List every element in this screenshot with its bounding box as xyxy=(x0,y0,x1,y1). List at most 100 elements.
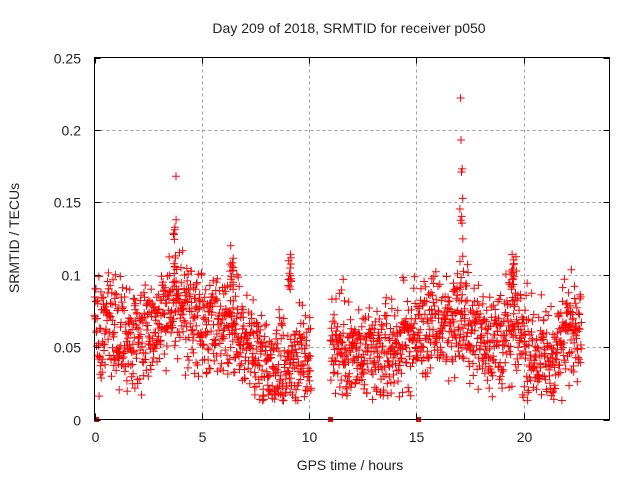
data-point xyxy=(118,283,127,292)
data-point xyxy=(405,347,414,356)
x-tick-label: 0 xyxy=(92,429,100,445)
data-point xyxy=(500,341,509,350)
data-point xyxy=(193,311,202,320)
data-point xyxy=(511,331,520,340)
data-point xyxy=(360,380,369,389)
data-point xyxy=(553,348,562,357)
data-point xyxy=(250,390,259,399)
data-point xyxy=(332,327,341,335)
data-point xyxy=(551,354,560,363)
data-point xyxy=(183,297,192,306)
data-point xyxy=(239,322,248,330)
data-point xyxy=(521,306,529,315)
data-point xyxy=(379,386,388,395)
data-point xyxy=(365,304,374,312)
data-point xyxy=(108,300,116,309)
data-point xyxy=(444,336,453,345)
x-axis-label: GPS time / hours xyxy=(297,457,404,473)
data-point xyxy=(410,272,419,281)
data-point xyxy=(206,364,215,373)
data-point xyxy=(327,324,336,333)
data-point xyxy=(345,369,354,378)
data-point xyxy=(551,384,560,393)
data-point xyxy=(389,370,398,379)
y-tick-labels: 0 0.05 0.1 0.15 0.2 0.25 xyxy=(54,51,81,429)
data-point xyxy=(346,348,355,357)
data-point xyxy=(227,311,236,320)
data-point xyxy=(524,386,533,395)
data-point xyxy=(490,342,499,351)
data-point xyxy=(532,353,541,361)
data-point xyxy=(537,290,546,299)
data-point xyxy=(186,319,195,328)
data-point xyxy=(186,290,194,299)
data-point xyxy=(481,342,490,351)
data-point xyxy=(471,350,480,359)
data-point xyxy=(215,339,224,348)
data-point xyxy=(306,352,315,361)
data-point xyxy=(178,246,187,255)
data-point xyxy=(576,358,585,367)
data-point xyxy=(285,282,294,291)
data-point xyxy=(129,294,138,303)
x-tick-labels: 0 5 10 15 20 xyxy=(92,429,533,445)
data-point xyxy=(370,325,379,334)
data-point xyxy=(105,309,114,318)
data-point xyxy=(358,375,366,384)
data-point xyxy=(213,296,222,305)
data-point xyxy=(120,367,129,376)
data-point xyxy=(503,311,512,320)
data-point xyxy=(189,348,198,357)
data-point xyxy=(301,311,310,320)
data-point xyxy=(106,281,115,290)
data-point xyxy=(444,376,453,385)
data-point xyxy=(293,352,302,361)
data-point xyxy=(498,384,507,393)
data-point xyxy=(457,212,466,221)
data-point xyxy=(116,351,124,360)
data-point xyxy=(162,366,171,375)
data-point xyxy=(545,341,554,350)
data-point xyxy=(373,352,382,361)
data-point xyxy=(213,274,222,283)
data-point xyxy=(451,352,460,361)
data-point xyxy=(372,344,381,352)
data-point xyxy=(571,299,580,308)
data-point xyxy=(498,367,507,376)
data-point xyxy=(284,275,293,284)
data-point xyxy=(328,317,337,326)
data-point xyxy=(384,361,393,370)
data-point xyxy=(407,305,416,314)
data-point xyxy=(98,355,107,364)
data-point xyxy=(156,336,165,345)
y-tick-label: 0.1 xyxy=(62,268,82,284)
data-point xyxy=(555,361,564,369)
data-point xyxy=(448,357,457,366)
data-point xyxy=(548,388,557,397)
data-point xyxy=(383,379,392,388)
data-point xyxy=(560,275,569,284)
data-point xyxy=(435,280,444,289)
data-point xyxy=(403,297,412,306)
data-point xyxy=(228,337,237,346)
data-point xyxy=(421,282,430,291)
data-point xyxy=(386,324,395,333)
x-tick-label: 15 xyxy=(409,429,425,445)
data-point xyxy=(342,382,351,391)
data-point xyxy=(480,315,489,324)
data-point xyxy=(373,307,381,316)
data-point xyxy=(245,379,254,388)
data-point xyxy=(522,316,531,325)
data-point xyxy=(99,293,108,302)
data-point xyxy=(185,356,193,365)
data-point xyxy=(300,392,309,401)
data-point xyxy=(217,359,226,368)
data-point xyxy=(339,320,348,329)
data-point xyxy=(470,326,479,335)
data-point xyxy=(103,277,112,286)
data-point xyxy=(138,339,147,348)
data-point xyxy=(495,295,504,304)
axis-ticks xyxy=(94,57,610,421)
data-point xyxy=(159,278,167,287)
data-point xyxy=(111,270,120,279)
